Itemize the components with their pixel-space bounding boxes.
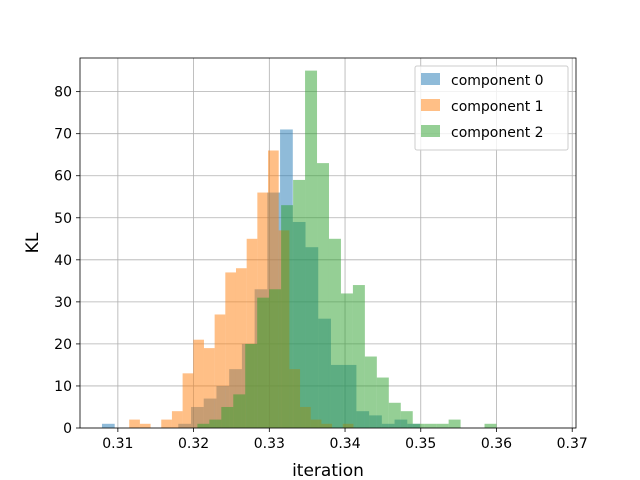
histogram-bar-component-2 [448, 419, 461, 428]
legend-label: component 1 [451, 99, 544, 115]
histogram-bar-component-1 [214, 314, 226, 428]
histogram-bar-component-2 [400, 411, 413, 428]
y-axis-ticks: 0 10 20 30 40 50 60 70 80 [54, 85, 80, 437]
histogram-bar-component-1 [203, 348, 215, 428]
x-tick-label: 0.33 [254, 436, 285, 452]
histogram-bar-component-1 [161, 419, 172, 428]
y-tick-label: 40 [54, 253, 72, 269]
histogram-bar-component-2 [436, 423, 449, 428]
x-tick-label: 0.36 [481, 436, 512, 452]
histogram-bar-component-2 [281, 205, 294, 428]
x-tick-label: 0.35 [405, 436, 436, 452]
y-tick-label: 50 [54, 211, 72, 227]
y-tick-label: 0 [63, 421, 72, 437]
legend-swatch [421, 73, 440, 85]
histogram-bar-component-2 [484, 423, 497, 428]
histogram-bar-component-1 [193, 339, 204, 428]
histogram-bar-component-1 [129, 419, 140, 428]
histogram-bar-component-1 [246, 238, 258, 428]
histogram-bar-component-2 [412, 423, 425, 428]
y-tick-label: 80 [54, 85, 72, 101]
x-tick-label: 0.31 [102, 436, 133, 452]
x-tick-label: 0.37 [557, 436, 588, 452]
plot-area-frame [79, 57, 577, 429]
y-tick-label: 30 [54, 295, 72, 311]
histogram-bar-component-1 [139, 423, 151, 428]
histogram-bar-component-2 [233, 394, 246, 428]
histogram-bar-component-2 [328, 238, 341, 428]
histogram-bar-component-2 [317, 163, 329, 428]
x-axis-ticks: 0.31 0.32 0.33 0.34 0.35 0.36 0.37 [102, 428, 588, 452]
legend-label: component 2 [451, 125, 544, 141]
histogram-bar-component-1 [182, 373, 194, 428]
y-axis-label: KL [23, 232, 43, 253]
x-tick-label: 0.34 [329, 436, 360, 452]
histogram-bar-component-2 [221, 406, 234, 428]
legend-swatch [421, 99, 440, 111]
x-axis-label: iteration [292, 461, 364, 480]
histogram-bar-component-2 [245, 343, 258, 428]
histogram-bar-component-2 [424, 423, 437, 428]
histogram-bar-component-2 [293, 179, 306, 428]
histogram-bar-component-2 [364, 356, 377, 428]
histogram-bar-component-0 [101, 423, 115, 428]
legend-label: component 0 [451, 73, 544, 89]
histogram-bar-component-2 [352, 285, 365, 428]
legend-swatch [421, 125, 440, 137]
legend: component 0 component 1 component 2 [414, 65, 569, 151]
histogram-bar-component-2 [376, 377, 389, 428]
histogram-bar-component-2 [257, 297, 270, 428]
histogram-bar-component-2 [305, 70, 318, 428]
y-tick-label: 70 [54, 127, 72, 143]
y-tick-label: 60 [54, 169, 72, 185]
y-tick-label: 10 [54, 379, 72, 395]
histogram-bar-component-2 [388, 402, 401, 428]
histogram-bar-component-2 [340, 293, 353, 428]
y-tick-label: 20 [54, 337, 72, 353]
histogram-bar-component-2 [209, 419, 222, 428]
histogram-bar-component-2 [269, 289, 282, 428]
histogram-bars [101, 70, 497, 428]
x-tick-label: 0.32 [178, 436, 209, 452]
histogram-bar-component-2 [197, 423, 210, 428]
legend-box [414, 65, 569, 151]
histogram-bar-component-1 [171, 411, 183, 428]
histogram-bar-component-1 [225, 272, 236, 428]
histogram-bar-component-1 [235, 268, 247, 428]
